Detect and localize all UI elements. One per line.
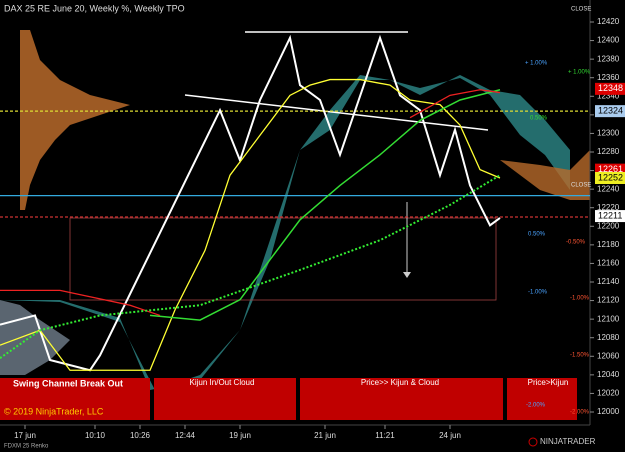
y-tick-label: 12400 <box>597 36 620 45</box>
x-tick-label: 17 jun <box>14 431 36 440</box>
series-line <box>0 34 501 372</box>
x-tick-label: 12:44 <box>175 431 196 440</box>
box-label: Swing Channel Break Out <box>13 378 123 388</box>
series-line <box>0 174 501 359</box>
x-tick-label: 10:26 <box>130 431 151 440</box>
y-tick-label: 12360 <box>597 73 620 82</box>
price-tag <box>595 210 625 223</box>
logo: NINJATRADER <box>540 437 596 446</box>
y-tick-label: 12200 <box>597 221 620 230</box>
signal-box <box>154 378 296 420</box>
trend-line <box>184 94 489 131</box>
price-tag-label: 12252 <box>598 172 623 182</box>
y-tick-label: 12280 <box>597 147 620 156</box>
percent-label: -1.00% <box>528 290 548 296</box>
y-tick-label: 12380 <box>597 54 620 63</box>
percent-label: 0.50% <box>528 232 546 238</box>
signal-box <box>507 378 577 420</box>
signal-box <box>300 378 503 420</box>
x-tick-label: 24 jun <box>439 431 461 440</box>
x-tick-label: 11:21 <box>375 431 395 440</box>
y-tick-label: 12180 <box>597 240 620 249</box>
price-tag <box>595 172 625 184</box>
percent-label: -2.00% <box>570 410 590 416</box>
volume-profile <box>20 30 130 210</box>
percent-label: -2.00% <box>526 403 546 409</box>
percent-label: 0.50% <box>530 116 548 122</box>
range-box <box>69 217 497 301</box>
copyright: © 2019 NinjaTrader, LLC <box>4 406 104 416</box>
price-tag-label: 12348 <box>598 83 623 93</box>
y-tick-label: 12080 <box>597 333 620 342</box>
y-tick-label: 12020 <box>597 389 620 398</box>
series-line <box>0 89 501 317</box>
price-tag <box>595 82 625 95</box>
box-label: Price>> Kijun & Cloud <box>361 378 439 387</box>
y-tick-label: 12120 <box>597 296 620 305</box>
price-tag <box>595 105 625 118</box>
instrument: FDXM 25 Renko <box>4 444 49 450</box>
percent-label: + 1.00% <box>568 70 591 76</box>
close-label: CLOSE <box>571 183 591 189</box>
x-tick-label: 10:10 <box>85 431 106 440</box>
y-tick-label: 12100 <box>597 314 620 323</box>
volume-profile <box>0 300 70 375</box>
volume-profile <box>500 150 590 200</box>
percent-label: -1.00% <box>570 296 590 302</box>
percent-label: -0.50% <box>566 240 586 246</box>
percent-label: + 1.00% <box>525 61 548 67</box>
price-tag-label: 12211 <box>598 210 622 220</box>
box-label: Kijun In/Out Cloud <box>190 378 255 387</box>
percent-label: -1.50% <box>570 353 590 359</box>
price-tag-label: 12261 <box>598 164 623 174</box>
signal-box <box>0 378 150 420</box>
cloud <box>0 75 570 390</box>
y-tick-label: 12160 <box>597 259 620 268</box>
close-label: CLOSE <box>571 7 591 13</box>
y-tick-label: 12040 <box>597 370 620 379</box>
arrow-head <box>403 272 411 278</box>
box-label: Price>Kijun <box>528 378 569 387</box>
y-tick-label: 12300 <box>597 129 620 138</box>
series-line <box>149 89 501 321</box>
series-line <box>0 78 501 371</box>
y-tick-label: 12140 <box>597 277 620 286</box>
x-tick-label: 21 jun <box>314 431 336 440</box>
price-tag-label: 12324 <box>598 106 623 116</box>
y-tick-label: 12060 <box>597 351 620 360</box>
y-tick-label: 12340 <box>597 91 620 100</box>
y-tick-label: 12000 <box>597 407 620 416</box>
chart-title: DAX 25 RE June 20, Weekly %, Weekly TPO <box>4 3 185 13</box>
y-tick-label: 12240 <box>597 184 620 193</box>
logo-icon <box>528 437 538 447</box>
y-tick-label: 12420 <box>597 17 620 26</box>
y-tick-label: 12220 <box>597 203 620 212</box>
x-tick-label: 19 jun <box>229 431 251 440</box>
